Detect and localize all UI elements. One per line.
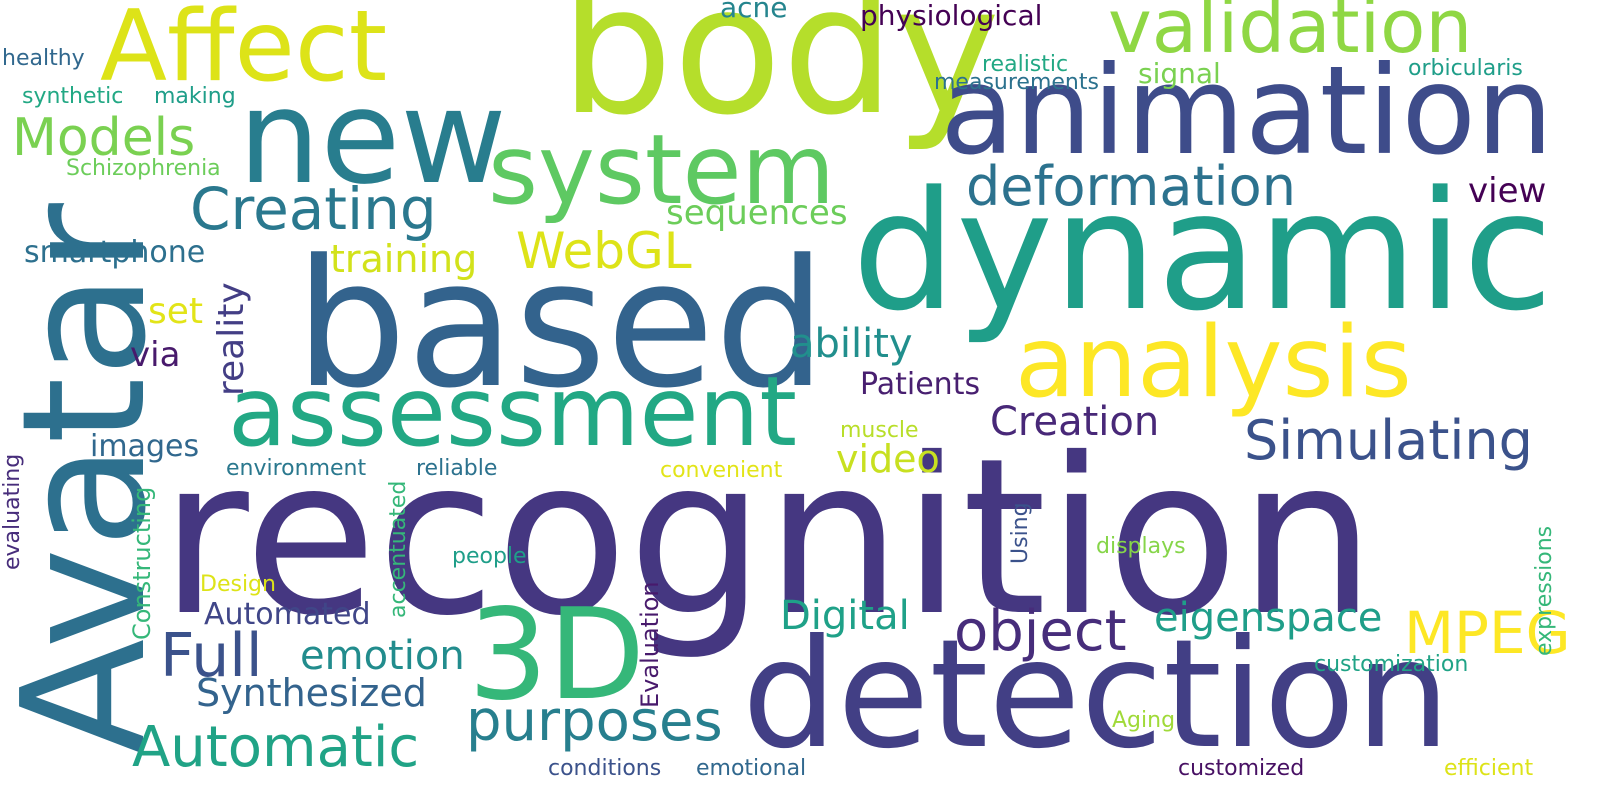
- word-convenient: convenient: [660, 458, 783, 483]
- word-training: training: [330, 237, 478, 281]
- word-emotion: emotion: [300, 633, 465, 679]
- word-measurements: measurements: [934, 70, 1099, 95]
- word-full: Full: [160, 621, 263, 691]
- word-via: via: [130, 335, 181, 375]
- word-recognition: recognition: [160, 412, 1376, 663]
- word-aging: Aging: [1112, 708, 1176, 733]
- word-models: Models: [12, 108, 196, 168]
- word-deformation: deformation: [966, 155, 1296, 218]
- word-constructing: Constructing: [128, 486, 156, 640]
- word-animation: animation: [940, 40, 1554, 182]
- word-eigenspace: eigenspace: [1154, 595, 1383, 641]
- word-images: images: [90, 429, 200, 464]
- word-detection: detection: [742, 608, 1451, 782]
- word-video: video: [836, 437, 940, 481]
- word-assessment: assessment: [228, 356, 798, 468]
- word-set: set: [148, 291, 204, 332]
- word-ability: ability: [790, 321, 913, 367]
- word-acne: acne: [720, 0, 788, 24]
- word-validation: validation: [1108, 0, 1473, 70]
- word-synthetic: synthetic: [22, 84, 124, 109]
- word-signal: signal: [1138, 57, 1221, 90]
- word-based: based: [295, 222, 827, 427]
- word-healthy: healthy: [2, 46, 85, 71]
- word-reality: reality: [211, 282, 252, 396]
- word-creating: Creating: [190, 175, 437, 243]
- word-digital: Digital: [780, 593, 910, 639]
- word-expressions: expressions: [1532, 525, 1557, 656]
- word-accentuated: accentuated: [386, 480, 411, 618]
- word-making: making: [154, 84, 236, 109]
- word-analysis: analysis: [1015, 306, 1412, 420]
- word-3d: 3D: [468, 581, 646, 728]
- word-simulating: Simulating: [1244, 409, 1533, 472]
- word-physiological: physiological: [860, 0, 1043, 32]
- word-creation: Creation: [990, 399, 1160, 445]
- word-mpeg: MPEG: [1404, 599, 1571, 667]
- word-customization: customization: [1314, 652, 1469, 677]
- word-schizophrenia: Schizophrenia: [66, 156, 221, 181]
- word-conditions: conditions: [548, 756, 662, 781]
- word-purposes: purposes: [466, 689, 723, 754]
- word-using: Using: [1008, 502, 1033, 564]
- word-realistic: realistic: [982, 52, 1069, 77]
- word-object: object: [954, 599, 1127, 664]
- word-muscle: muscle: [840, 418, 919, 443]
- word-patients: Patients: [860, 367, 981, 402]
- word-evaluating: evaluating: [0, 453, 25, 570]
- word-affect: Affect: [100, 0, 388, 104]
- word-people: people: [452, 544, 527, 569]
- word-sequences: sequences: [666, 193, 848, 233]
- word-smartphone: smartphone: [24, 235, 206, 270]
- word-customized: customized: [1178, 756, 1305, 781]
- word-design: Design: [200, 572, 276, 597]
- word-emotional: emotional: [696, 756, 807, 781]
- word-efficient: efficient: [1444, 756, 1534, 781]
- word-view: view: [1468, 171, 1547, 211]
- word-dynamic: dynamic: [852, 156, 1554, 347]
- word-body: body: [560, 0, 1001, 154]
- word-environment: environment: [226, 456, 367, 481]
- word-synthesized: Synthesized: [196, 671, 427, 715]
- word-new: new: [238, 61, 507, 213]
- word-automated: Automated: [204, 597, 371, 632]
- word-system: system: [488, 114, 836, 226]
- word-reliable: reliable: [416, 456, 498, 481]
- word-webgl: WebGL: [516, 222, 692, 280]
- word-avatar: Avatar: [0, 203, 184, 755]
- word-automatic: Automatic: [132, 715, 420, 780]
- word-evaluation: Evaluation: [636, 581, 664, 708]
- word-displays: displays: [1096, 534, 1186, 559]
- word-orbicularis: orbicularis: [1408, 56, 1523, 81]
